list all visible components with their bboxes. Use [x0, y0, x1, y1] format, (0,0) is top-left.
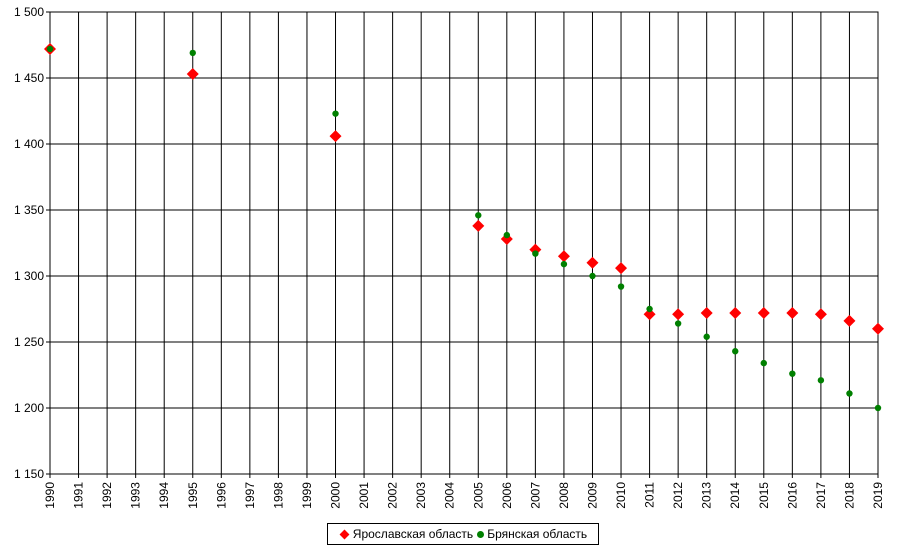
data-point — [532, 250, 539, 257]
data-point — [46, 45, 54, 53]
x-tick-label: 1992 — [100, 482, 114, 509]
legend: Ярославская область Брянская область — [327, 523, 599, 545]
x-tick-label: 2000 — [329, 482, 343, 509]
x-tick-label: 1990 — [43, 482, 57, 509]
x-tick-label: 1999 — [300, 482, 314, 509]
x-tick-label: 2009 — [585, 482, 599, 509]
data-point — [329, 130, 342, 143]
data-point — [589, 272, 596, 280]
data-point — [729, 306, 742, 319]
x-tick-label: 2012 — [671, 482, 685, 509]
series-1 — [44, 42, 884, 335]
data-point — [843, 314, 856, 327]
data-point — [703, 333, 710, 340]
data-point — [186, 68, 199, 81]
legend-item-series-2: Брянская область — [477, 527, 587, 541]
x-tick-label: 2019 — [871, 482, 885, 509]
x-tick-label: 1998 — [271, 482, 285, 509]
data-point — [560, 260, 568, 268]
data-point — [472, 219, 485, 232]
legend-label-series-2: Брянская область — [487, 527, 588, 541]
x-tick-label: 1996 — [214, 482, 228, 509]
x-tick-label: 2008 — [557, 482, 571, 509]
series-layer — [44, 42, 884, 412]
data-point — [617, 283, 625, 290]
data-point — [503, 231, 511, 239]
data-point — [817, 377, 825, 384]
x-tick-label: 2013 — [700, 482, 714, 509]
y-tick-label: 1 250 — [14, 335, 44, 349]
y-tick-label: 1 150 — [14, 467, 44, 481]
y-axis-tick-labels: 1 150 1 200 1 250 1 300 1 350 1 400 1 450 1 500 — [14, 5, 44, 481]
x-tick-label: 2003 — [414, 482, 428, 509]
circle-marker-icon — [477, 530, 485, 538]
x-tick-label: 1994 — [157, 482, 171, 509]
legend-item-series-1: Ярославская область — [339, 527, 473, 541]
x-tick-label: 2010 — [614, 482, 628, 509]
data-point — [332, 110, 339, 117]
data-point — [674, 320, 682, 327]
x-tick-label: 2016 — [785, 482, 799, 509]
data-point — [615, 262, 628, 275]
data-point — [732, 348, 739, 355]
x-tick-label: 2005 — [471, 482, 485, 509]
x-tick-label: 2001 — [357, 482, 371, 509]
data-point — [700, 306, 713, 319]
data-point — [846, 390, 853, 397]
data-point — [786, 306, 799, 319]
legend-label-series-1: Ярославская область — [352, 527, 474, 541]
data-point — [586, 256, 599, 269]
y-tick-label: 1 500 — [14, 5, 44, 19]
x-tick-label: 1997 — [243, 482, 257, 509]
data-point — [643, 308, 656, 321]
y-tick-label: 1 450 — [14, 71, 44, 85]
data-point — [672, 308, 685, 321]
data-point — [475, 212, 482, 219]
data-point — [557, 250, 570, 263]
data-point — [646, 305, 653, 313]
series-2 — [46, 45, 882, 412]
x-tick-label: 2014 — [728, 482, 742, 509]
x-tick-label: 1995 — [186, 482, 200, 509]
y-tick-label: 1 300 — [14, 269, 44, 283]
data-point — [789, 370, 796, 377]
data-point — [757, 306, 770, 319]
x-tick-label: 2018 — [842, 482, 856, 509]
data-point — [760, 359, 767, 367]
data-point — [874, 404, 882, 412]
data-point — [872, 322, 884, 335]
x-tick-label: 2017 — [814, 482, 828, 509]
x-tick-label: 2015 — [757, 482, 771, 509]
data-point — [814, 308, 827, 321]
y-tick-label: 1 350 — [14, 203, 44, 217]
data-point — [189, 49, 196, 57]
x-tick-label: 1991 — [72, 482, 86, 509]
x-tick-label: 2004 — [443, 482, 457, 509]
y-gridlines — [46, 11, 878, 475]
x-tick-label: 2006 — [500, 482, 514, 509]
x-axis-tick-labels: 1990 1991 1992 1993 1994 1995 1996 1997 1998 1999… — [43, 482, 885, 509]
plot-area-frame — [49, 11, 879, 475]
x-tick-label: 1993 — [129, 482, 143, 509]
y-tick-label: 1 200 — [14, 401, 44, 415]
x-tick-label: 2007 — [528, 482, 542, 509]
diamond-marker-icon — [339, 529, 350, 539]
x-tick-label: 2002 — [386, 482, 400, 509]
x-tick-label: 2011 — [643, 482, 657, 508]
y-tick-label: 1 400 — [14, 137, 44, 151]
